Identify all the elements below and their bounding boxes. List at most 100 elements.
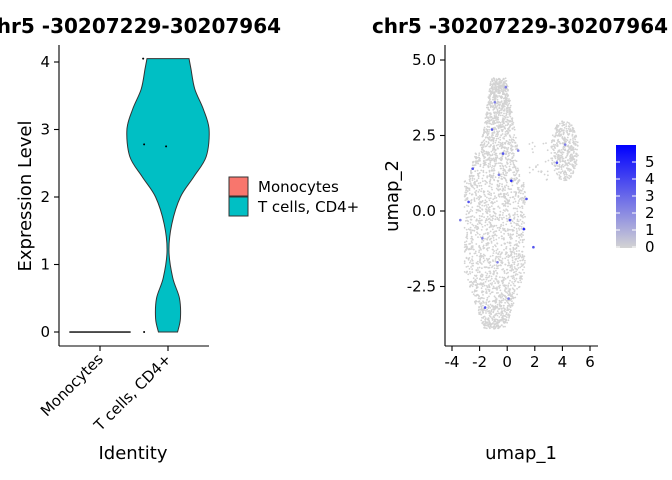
umap-point (514, 142, 517, 144)
umap-point (559, 154, 561, 157)
umap-point (501, 203, 504, 205)
umap-point (506, 118, 509, 121)
umap-y-ticks: -2.50.02.55.0 (407, 51, 445, 296)
umap-point (562, 157, 565, 160)
umap-point (493, 327, 496, 330)
umap-point (572, 165, 575, 168)
umap-point (485, 257, 488, 260)
umap-point (503, 137, 505, 140)
umap-point (480, 223, 483, 226)
umap-point (470, 280, 473, 283)
umap-point (494, 287, 497, 290)
umap-point (500, 252, 503, 255)
umap-point (504, 170, 507, 173)
umap-point (506, 301, 509, 304)
umap-panel: chr5 -30207229-30207964 -2.50.02.55.0 -4… (372, 14, 668, 464)
umap-point (470, 185, 473, 188)
umap-point (515, 244, 518, 247)
umap-point (524, 195, 526, 198)
umap-point (491, 165, 494, 167)
umap-point (566, 176, 568, 178)
umap-point (502, 169, 505, 172)
umap-point (507, 185, 510, 188)
umap-point (485, 244, 488, 247)
umap-point (466, 219, 468, 222)
umap-point (493, 264, 496, 267)
umap-highlighted-point (496, 261, 499, 264)
umap-point (503, 228, 506, 231)
umap-point (491, 282, 494, 284)
umap-point (493, 106, 496, 109)
umap-point (470, 240, 473, 243)
umap-point (493, 270, 495, 273)
umap-point (509, 248, 512, 251)
umap-point (496, 286, 498, 289)
umap-point (491, 300, 494, 303)
umap-point (497, 133, 499, 136)
umap-point (553, 145, 556, 148)
umap-point (516, 273, 519, 276)
umap-point (531, 141, 534, 144)
umap-point (490, 93, 493, 96)
umap-point (509, 266, 512, 269)
umap-point (494, 323, 496, 326)
umap-point (501, 282, 504, 285)
umap-point (466, 237, 469, 240)
umap-point (493, 267, 496, 270)
umap-point (488, 199, 491, 202)
umap-point (514, 258, 517, 261)
umap-point (504, 94, 507, 97)
umap-point (561, 158, 564, 160)
umap-point (492, 260, 494, 262)
umap-point (516, 145, 518, 148)
umap-point (500, 244, 503, 247)
umap-point (500, 292, 503, 295)
umap-point (489, 116, 491, 119)
umap-point (503, 185, 506, 188)
umap-point (506, 132, 508, 135)
umap-point (468, 281, 471, 283)
umap-point (497, 121, 500, 124)
umap-point (512, 269, 515, 271)
umap-point (489, 181, 491, 183)
umap-point (497, 141, 500, 144)
umap-point (510, 138, 513, 141)
umap-point (502, 279, 504, 282)
umap-point (492, 252, 495, 255)
umap-point (514, 200, 517, 203)
umap-point (514, 207, 516, 210)
umap-highlighted-point (563, 143, 567, 146)
umap-point (502, 146, 505, 149)
umap-point (566, 150, 569, 152)
umap-point (487, 102, 490, 104)
umap-point (468, 182, 470, 185)
umap-point (500, 264, 502, 267)
umap-point (487, 267, 490, 269)
umap-point (572, 137, 574, 140)
umap-point (507, 275, 510, 278)
umap-point (517, 179, 520, 182)
umap-point (472, 283, 475, 286)
umap-point (509, 163, 512, 166)
umap-y-tick-label: 5.0 (412, 51, 436, 69)
umap-point (498, 326, 500, 329)
umap-point (485, 123, 488, 125)
umap-point (496, 135, 499, 138)
umap-point (556, 144, 559, 147)
umap-point (506, 163, 509, 165)
umap-point (489, 219, 492, 221)
umap-point (485, 310, 487, 312)
umap-point (513, 261, 516, 264)
umap-point (509, 215, 511, 218)
umap-point (482, 245, 485, 248)
umap-point (559, 130, 562, 133)
umap-point (493, 165, 496, 168)
umap-point (495, 114, 498, 116)
umap-point (510, 302, 513, 305)
umap-point (514, 248, 517, 251)
umap-point (547, 159, 550, 162)
umap-point (487, 317, 490, 320)
umap-point (504, 124, 507, 127)
umap-point (481, 213, 484, 215)
umap-point (556, 142, 558, 145)
